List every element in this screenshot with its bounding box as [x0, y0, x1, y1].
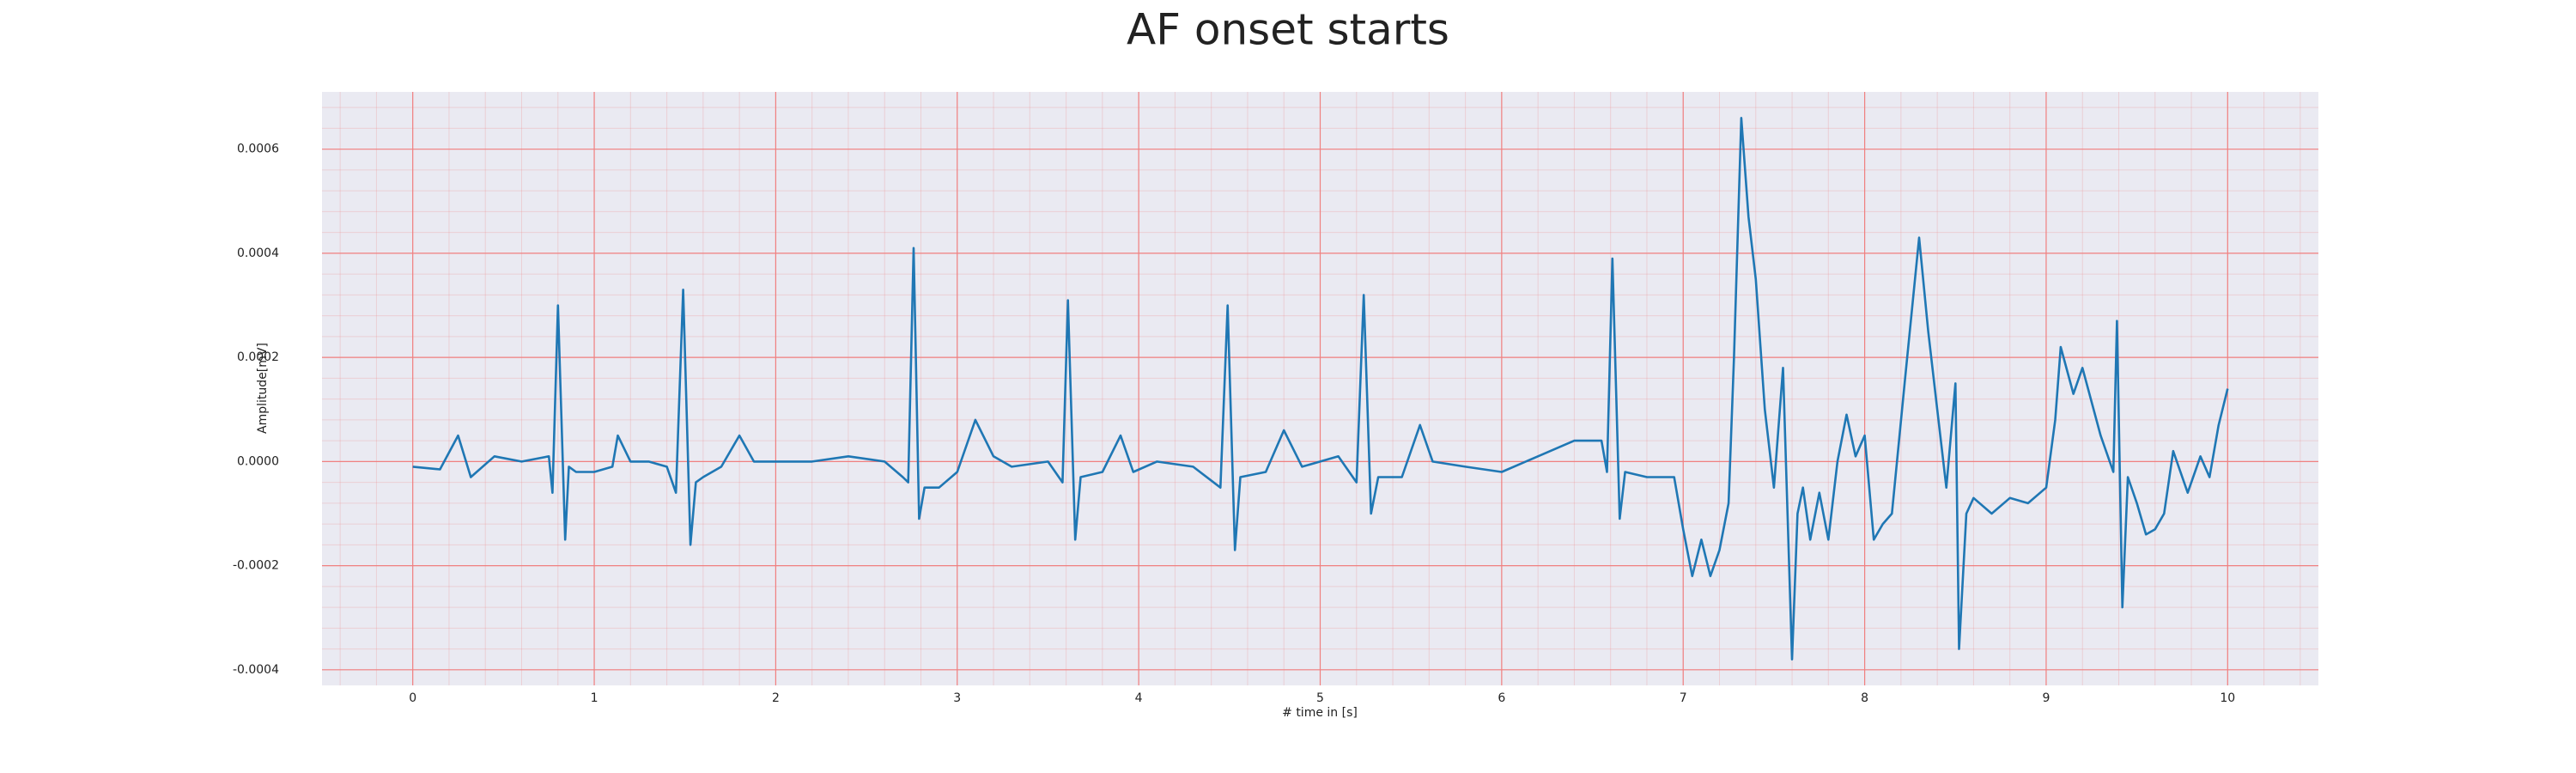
x-tick-label: 4	[1135, 691, 1143, 705]
ecg-line	[412, 117, 2229, 661]
y-tick-label: 0.0004	[237, 247, 279, 260]
x-tick-label: 5	[1316, 691, 1324, 705]
x-tick-label: 10	[2220, 691, 2235, 705]
x-tick-label: 1	[591, 691, 598, 705]
x-tick-label: 6	[1498, 691, 1505, 705]
x-tick-label: 3	[953, 691, 961, 705]
y-tick-label: -0.0002	[233, 559, 279, 573]
y-tick-label: 0.0006	[237, 143, 279, 156]
y-tick-label: -0.0004	[233, 663, 279, 677]
x-axis-label: # time in [s]	[1282, 706, 1358, 720]
x-tick-label: 9	[2042, 691, 2050, 705]
y-tick-label: 0.0000	[237, 454, 279, 468]
y-tick-label: 0.0002	[237, 350, 279, 364]
x-tick-label: 8	[1861, 691, 1868, 705]
x-tick-label: 0	[409, 691, 416, 705]
x-tick-label: 7	[1680, 691, 1687, 705]
y-axis-label: Amplitude[mV]	[256, 343, 270, 434]
chart-title: AF onset starts	[1127, 5, 1449, 55]
x-tick-label: 2	[772, 691, 780, 705]
